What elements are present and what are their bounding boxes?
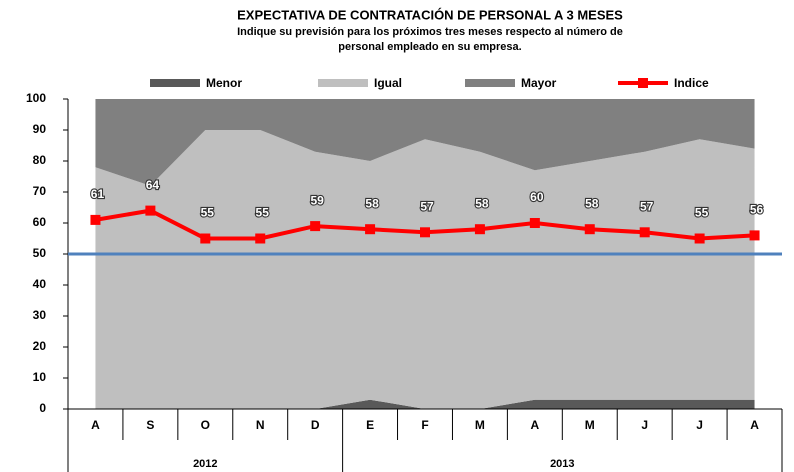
marker (365, 224, 376, 235)
area (95, 99, 755, 186)
marker (200, 233, 211, 244)
data-label: 61 (91, 187, 105, 201)
y-tick-label: 60 (33, 215, 47, 229)
x-tick-label: O (201, 418, 210, 432)
data-label: 58 (585, 196, 599, 210)
marker (694, 233, 705, 244)
chart-title: EXPECTATIVA DE CONTRATACIÓN DE PERSONAL … (237, 7, 623, 22)
y-tick-label: 30 (33, 308, 47, 322)
data-label: 64 (146, 178, 160, 192)
data-label: 56 (750, 203, 764, 217)
area (95, 130, 755, 409)
y-tick-label: 10 (33, 370, 47, 384)
y-tick-label: 90 (33, 122, 47, 136)
x-tick-label: D (311, 418, 320, 432)
y-tick-label: 80 (33, 153, 47, 167)
legend-label: Mayor (521, 76, 557, 90)
group-label: 2013 (550, 458, 574, 470)
marker (584, 224, 595, 235)
y-tick-label: 50 (33, 246, 47, 260)
x-tick-label: A (531, 418, 540, 432)
legend-marker (638, 78, 648, 88)
x-tick-label: A (91, 418, 100, 432)
marker (90, 214, 101, 225)
legend-swatch (150, 79, 200, 87)
marker (420, 227, 430, 238)
x-tick-label: J (696, 418, 703, 432)
data-label: 58 (365, 196, 379, 210)
x-tick-label: F (421, 418, 428, 432)
y-tick-label: 100 (26, 91, 46, 105)
y-tick-label: 40 (33, 277, 47, 291)
data-label: 58 (475, 196, 489, 210)
data-label: 59 (310, 193, 324, 207)
marker (529, 218, 540, 228)
y-tick-label: 20 (33, 339, 47, 353)
x-tick-label: N (256, 418, 265, 432)
legend-label: Igual (374, 76, 402, 90)
marker (145, 205, 156, 216)
data-label: 60 (530, 190, 544, 204)
data-label: 55 (256, 206, 270, 220)
data-label: 57 (640, 199, 654, 213)
chart-subtitle: personal empleado en su empresa. (338, 41, 521, 53)
legend-label: Menor (206, 76, 242, 90)
legend-swatch (318, 79, 368, 87)
marker (310, 221, 321, 232)
marker (474, 224, 485, 235)
area (95, 399, 755, 409)
x-tick-label: S (146, 418, 154, 432)
x-tick-label: J (641, 418, 648, 432)
x-tick-label: M (585, 418, 595, 432)
x-tick-label: M (475, 418, 485, 432)
marker (639, 227, 650, 238)
x-tick-label: E (366, 418, 374, 432)
data-label: 55 (695, 206, 709, 220)
marker (749, 230, 760, 241)
marker (255, 233, 266, 244)
group-label: 2012 (193, 458, 217, 470)
legend-swatch (465, 79, 515, 87)
y-tick-label: 0 (39, 401, 46, 415)
data-label: 57 (420, 199, 434, 213)
chart-subtitle: Indique su previsión para los próximos t… (237, 26, 623, 38)
y-tick-label: 70 (33, 184, 47, 198)
data-label: 55 (201, 206, 215, 220)
x-tick-label: A (750, 418, 759, 432)
legend-label: Indice (674, 76, 709, 90)
